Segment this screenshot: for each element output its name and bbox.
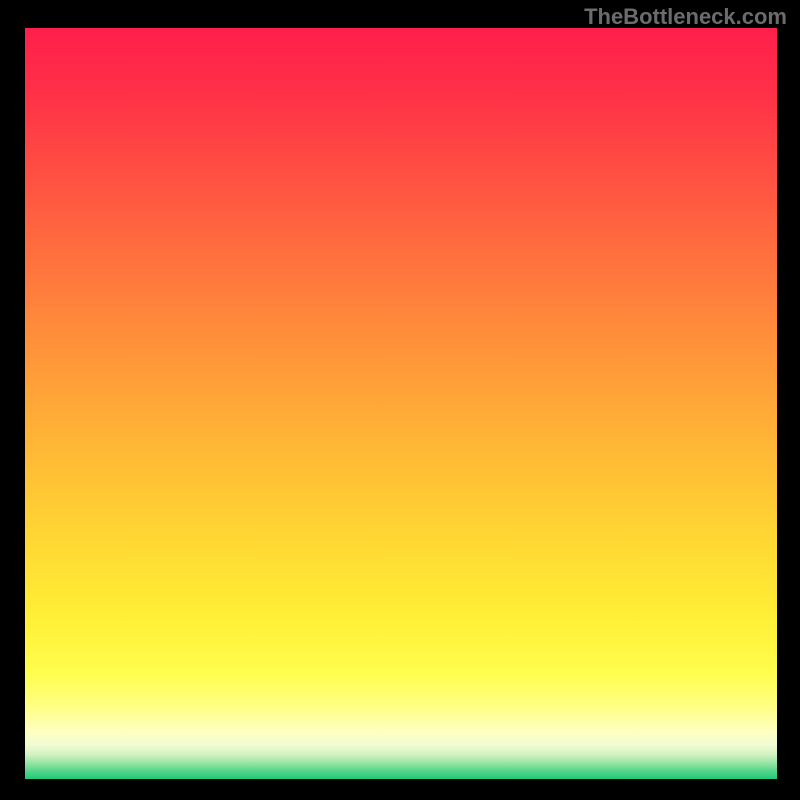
markers-layer — [777, 28, 800, 779]
plot-area — [25, 28, 777, 779]
figure-frame: TheBottleneck.com — [0, 0, 800, 800]
gradient-background — [25, 28, 777, 779]
watermark-text: TheBottleneck.com — [584, 4, 787, 30]
